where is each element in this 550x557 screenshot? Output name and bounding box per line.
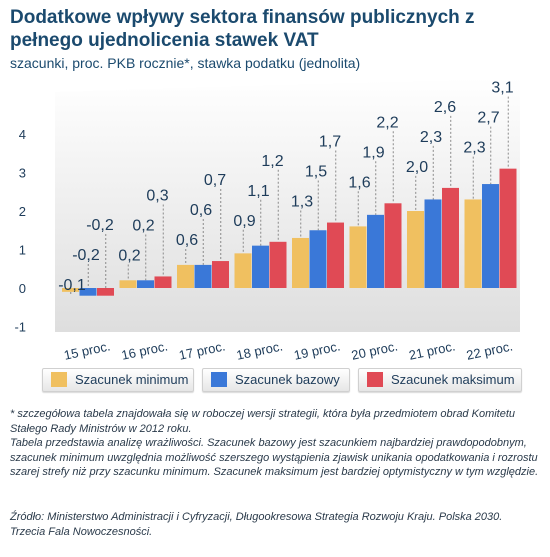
x-tick-label: 18 proc. — [235, 338, 284, 362]
x-axis: 15 proc. 16 proc. 17 proc. 18 proc. 19 proc.… — [63, 338, 515, 362]
bar — [292, 237, 309, 288]
data-label: 1,7 — [319, 134, 341, 151]
bar — [137, 280, 154, 288]
bar — [384, 203, 402, 288]
legend-item-maksimum: Szacunek maksimum — [358, 368, 522, 392]
bar — [234, 253, 252, 288]
y-tick-label: 0 — [19, 281, 26, 296]
legend-label-bazowy: Szacunek bazowy — [235, 372, 340, 387]
data-label: -0,2 — [86, 217, 114, 234]
bar — [97, 288, 114, 296]
data-label: 1,1 — [247, 183, 269, 200]
data-label: 0,6 — [190, 202, 212, 219]
footnote-line-2: Tabela przedstawia analizę wrażliwości. … — [10, 437, 539, 479]
data-label: 1,9 — [362, 144, 384, 161]
y-tick-label: 3 — [19, 166, 26, 181]
bar — [62, 288, 79, 292]
data-label: 1,6 — [348, 174, 370, 191]
data-label: 2,3 — [463, 140, 485, 157]
data-label: 0,2 — [118, 247, 140, 264]
bars — [62, 168, 517, 296]
data-label: 2,7 — [477, 110, 499, 127]
y-axis: -1 0 1 2 3 4 — [14, 127, 26, 335]
x-tick-label: 22 proc. — [465, 338, 514, 362]
data-label: 2,6 — [434, 99, 456, 116]
bar — [499, 168, 517, 288]
footnote: * szczegółowa tabela znajdowała się w ro… — [10, 407, 540, 480]
data-label: 0,6 — [176, 232, 198, 249]
data-labels: -0,1-0,2-0,20,20,20,30,60,60,70,91,11,21… — [58, 80, 514, 294]
y-tick-label: 1 — [19, 243, 26, 258]
bar — [407, 211, 424, 288]
bar — [269, 241, 287, 288]
data-label: 2,0 — [406, 159, 428, 176]
legend-swatch-minimum — [51, 372, 67, 387]
source: Źródło: Ministerstwo Administracji i Cyf… — [10, 510, 540, 539]
x-tick-label: 19 proc. — [293, 338, 342, 362]
data-label: 3,1 — [491, 80, 513, 97]
bar — [309, 230, 327, 288]
legend-swatch-bazowy — [211, 372, 227, 387]
bar — [194, 264, 212, 288]
legend-label-minimum: Szacunek minimum — [75, 372, 189, 387]
bar — [119, 280, 137, 288]
data-label: 0,7 — [204, 172, 226, 189]
y-tick-label: 4 — [19, 127, 26, 142]
bar — [177, 264, 194, 288]
data-label: 1,3 — [291, 194, 313, 211]
source-text: Źródło: Ministerstwo Administracji i Cyf… — [10, 511, 503, 538]
bar — [349, 226, 367, 288]
bar — [442, 187, 459, 288]
bar — [154, 276, 172, 288]
legend-label-maksimum: Szacunek maksimum — [391, 372, 515, 387]
legend-swatch-maksimum — [367, 372, 383, 387]
y-tick-label: -1 — [14, 320, 26, 335]
x-tick-label: 15 proc. — [63, 338, 112, 362]
chart-title: Dodatkowe wpływy sektora finansów public… — [10, 7, 475, 51]
data-label: 1,5 — [305, 164, 327, 181]
bar — [212, 261, 229, 288]
x-tick-label: 20 proc. — [350, 338, 399, 362]
bar — [252, 245, 269, 288]
chart-subtitle: szacunki, proc. PKB rocznie*, stawka pod… — [10, 55, 361, 71]
legend-item-minimum: Szacunek minimum — [42, 368, 194, 392]
footnote-line-1: * szczegółowa tabela znajdowała się w ro… — [10, 408, 516, 435]
data-label: -0,2 — [72, 247, 100, 264]
data-label: 0,3 — [146, 187, 168, 204]
plot-background — [55, 78, 520, 332]
bar — [424, 199, 442, 288]
y-tick-label: 2 — [19, 204, 26, 219]
x-tick-label: 16 proc. — [120, 338, 169, 362]
data-label: 2,2 — [376, 114, 398, 131]
legend: Szacunek minimum Szacunek bazowy Szacune… — [20, 368, 530, 392]
x-tick-label: 21 proc. — [408, 338, 457, 362]
bar — [482, 184, 499, 288]
data-label: 1,2 — [261, 153, 283, 170]
bar — [464, 199, 482, 288]
data-label: 0,9 — [233, 213, 255, 230]
data-label: -0,1 — [58, 277, 86, 294]
bar — [327, 222, 344, 288]
x-tick-label: 17 proc. — [178, 338, 227, 362]
data-label: 0,2 — [132, 217, 154, 234]
bar — [367, 214, 384, 288]
legend-item-bazowy: Szacunek bazowy — [202, 368, 350, 392]
bar — [79, 288, 97, 296]
data-label: 2,3 — [420, 129, 442, 146]
